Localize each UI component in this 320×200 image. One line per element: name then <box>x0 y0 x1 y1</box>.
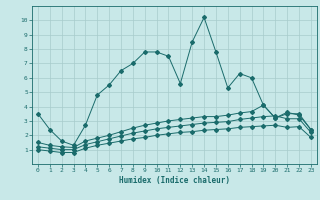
X-axis label: Humidex (Indice chaleur): Humidex (Indice chaleur) <box>119 176 230 185</box>
